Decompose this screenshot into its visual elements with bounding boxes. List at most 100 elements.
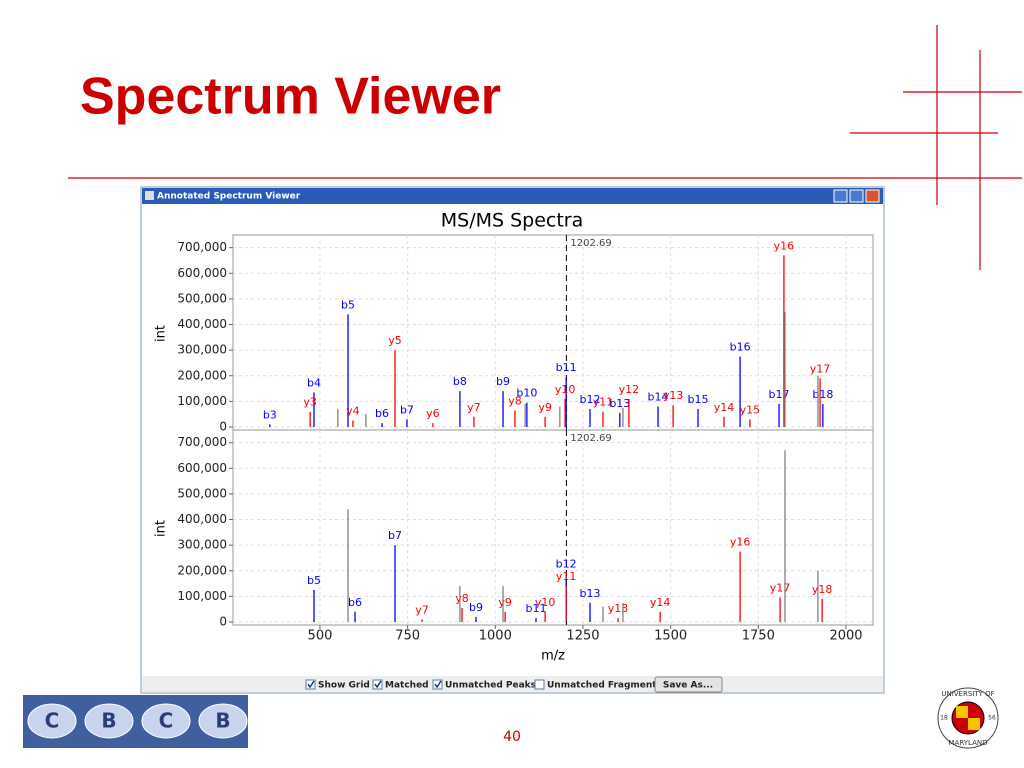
peak-label: b7 bbox=[388, 529, 402, 542]
peak-label: b12 bbox=[556, 557, 577, 570]
y-tick-label: 300,000 bbox=[177, 343, 227, 357]
y-tick-label: 500,000 bbox=[177, 486, 227, 500]
peak-label: b5 bbox=[307, 574, 321, 587]
seal-text: 56 bbox=[988, 715, 996, 722]
peak-label: y8 bbox=[508, 394, 522, 407]
y-tick-label: 600,000 bbox=[177, 461, 227, 475]
x-tick-label: 500 bbox=[308, 629, 333, 644]
y-tick-label: 200,000 bbox=[177, 368, 227, 382]
y-tick-label: 0 bbox=[219, 420, 227, 434]
seal-text: UNIVERSITY OF bbox=[941, 690, 994, 698]
plot-area bbox=[232, 429, 874, 626]
x-tick-label: 1000 bbox=[479, 629, 512, 644]
peak-label: y9 bbox=[538, 401, 552, 414]
save-button-label: Save As... bbox=[663, 681, 713, 691]
peak-label: y16 bbox=[730, 536, 751, 549]
y-tick-label: 700,000 bbox=[177, 240, 227, 254]
checkbox-label: Matched bbox=[385, 681, 429, 691]
y-tick-label: 100,000 bbox=[177, 394, 227, 408]
logo-letter: B bbox=[101, 709, 116, 733]
logo-letter: C bbox=[45, 709, 60, 733]
y-axis-label: int bbox=[154, 325, 169, 342]
peak-label: y10 bbox=[535, 596, 556, 609]
page-number: 40 bbox=[503, 729, 521, 745]
y-tick-label: 400,000 bbox=[177, 512, 227, 526]
decoration bbox=[68, 25, 1022, 270]
peak-label: y17 bbox=[810, 362, 831, 375]
peak-label: b12 bbox=[580, 393, 601, 406]
peak-label: b13 bbox=[580, 587, 601, 600]
y-tick-label: 600,000 bbox=[177, 266, 227, 280]
checkbox[interactable] bbox=[432, 679, 443, 690]
window-icon bbox=[145, 191, 154, 200]
peak-label: b11 bbox=[525, 602, 546, 615]
peak-label: b11 bbox=[556, 361, 577, 374]
x-tick-label: 1750 bbox=[742, 629, 775, 644]
marker-label: 1202.69 bbox=[570, 433, 611, 444]
window-titlebar bbox=[142, 188, 883, 204]
checkbox-label: Unmatched Peaks bbox=[445, 681, 536, 691]
x-tick-label: 1500 bbox=[654, 629, 687, 644]
checkbox[interactable] bbox=[372, 679, 383, 690]
save-button[interactable] bbox=[654, 676, 723, 693]
peak-label: y14 bbox=[714, 401, 735, 414]
logo-oval bbox=[27, 703, 77, 739]
peak-label: b13 bbox=[609, 397, 630, 410]
seal-text: 18 bbox=[940, 715, 948, 722]
x-tick-label: 1250 bbox=[566, 629, 599, 644]
y-tick-label: 700,000 bbox=[177, 435, 227, 449]
checkbox[interactable] bbox=[534, 679, 545, 690]
peak-label: y16 bbox=[774, 239, 795, 252]
peak-label: b4 bbox=[307, 376, 321, 389]
logo-oval bbox=[198, 703, 248, 739]
y-axis-label: int bbox=[154, 520, 169, 537]
peak-label: y7 bbox=[415, 603, 429, 616]
peak-label: y5 bbox=[388, 334, 402, 347]
umd-seal-quarter bbox=[956, 706, 968, 718]
peak-label: b3 bbox=[263, 408, 277, 421]
maximize-button[interactable] bbox=[849, 189, 864, 203]
peak-label: b9 bbox=[469, 601, 483, 614]
checkbox-check bbox=[374, 680, 382, 689]
checkbox-check bbox=[434, 680, 442, 689]
marker-label: 1202.69 bbox=[570, 238, 611, 249]
peak-label: y12 bbox=[619, 383, 640, 396]
plot-area bbox=[232, 234, 874, 431]
y-tick-label: 400,000 bbox=[177, 317, 227, 331]
peak-label: b9 bbox=[496, 375, 510, 388]
logo-letter: C bbox=[159, 709, 174, 733]
logo-letter: B bbox=[215, 709, 230, 733]
close-button[interactable] bbox=[865, 189, 880, 203]
peak-label: y14 bbox=[650, 596, 671, 609]
checkbox-label: Unmatched Fragments bbox=[547, 681, 662, 691]
x-tick-label: 2000 bbox=[829, 629, 862, 644]
checkbox-check bbox=[307, 680, 315, 689]
peak-label: b14 bbox=[648, 391, 669, 404]
y-tick-label: 100,000 bbox=[177, 589, 227, 603]
checkbox[interactable] bbox=[305, 679, 316, 690]
peak-label: y7 bbox=[467, 401, 481, 414]
logo-oval bbox=[141, 703, 191, 739]
slide-title: Spectrum Viewer bbox=[80, 68, 501, 126]
peak-label: y11 bbox=[556, 570, 577, 583]
peak-label: b18 bbox=[812, 388, 833, 401]
peak-label: y13 bbox=[663, 389, 684, 402]
window-title: Annotated Spectrum Viewer bbox=[157, 192, 301, 202]
logo-oval bbox=[84, 703, 134, 739]
chart-title: MS/MS Spectra bbox=[441, 210, 584, 232]
peak-label: y4 bbox=[346, 405, 360, 418]
y-tick-label: 300,000 bbox=[177, 538, 227, 552]
minimize-button[interactable] bbox=[833, 189, 848, 203]
peak-label: y8 bbox=[455, 592, 469, 605]
peak-label: y17 bbox=[770, 582, 791, 595]
peak-label: y11 bbox=[593, 396, 614, 409]
checkbox-label: Show Grid bbox=[318, 681, 370, 691]
peak-label: b6 bbox=[348, 596, 362, 609]
y-tick-label: 200,000 bbox=[177, 563, 227, 577]
peak-label: y6 bbox=[426, 407, 440, 420]
peak-label: b8 bbox=[453, 375, 467, 388]
peak-label: y9 bbox=[498, 596, 512, 609]
x-axis-label: m/z bbox=[541, 649, 565, 664]
peak-label: y10 bbox=[555, 383, 576, 396]
